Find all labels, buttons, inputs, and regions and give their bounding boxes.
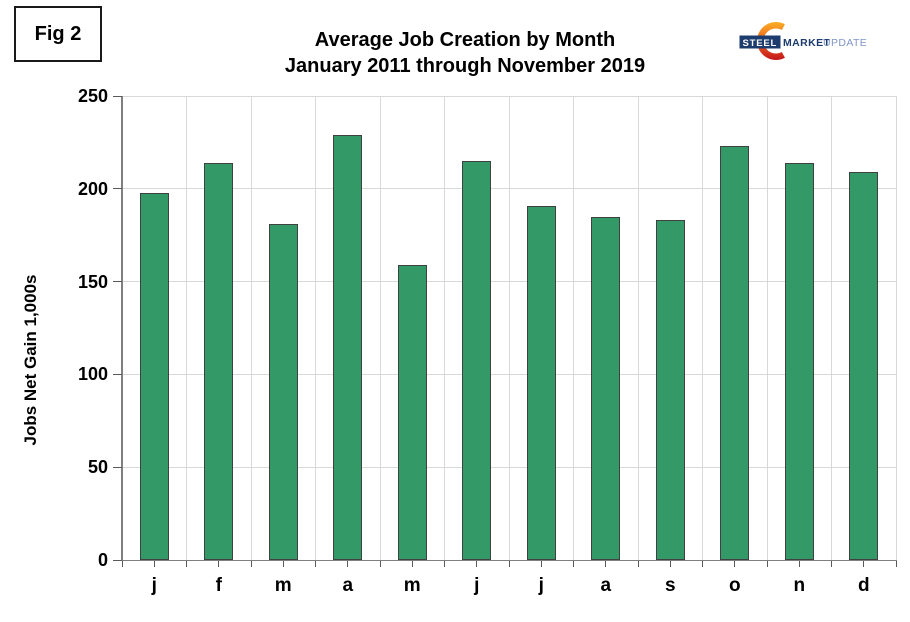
- x-tick-21: [798, 561, 800, 567]
- bar-f-1: [204, 162, 234, 560]
- y-tick-100: [113, 373, 122, 375]
- x-tick-24: [895, 561, 897, 567]
- bar-a-7: [591, 216, 621, 560]
- x-category-label-a-3: a: [342, 575, 354, 596]
- x-category-label-f-1: f: [215, 575, 222, 596]
- y-tick-250: [113, 95, 122, 97]
- y-tick-label-100: 100: [77, 364, 108, 385]
- bar-s-8: [655, 220, 685, 560]
- v-gridline-2: [250, 96, 252, 560]
- v-gridline-8: [637, 96, 639, 560]
- x-tick-10: [444, 561, 445, 567]
- logo-steel-badge: [739, 35, 781, 49]
- x-axis-line: [121, 559, 897, 561]
- x-category-label-j-6: j: [538, 575, 544, 596]
- x-category-label-s-8: s: [664, 575, 676, 596]
- chart-subtitle: January 2011 through November 2019: [284, 55, 646, 77]
- logo-steel-text: STEEL: [743, 38, 778, 49]
- steel-market-update-logo: STEEL MARKET UPDATE: [739, 22, 867, 60]
- v-gridline-1: [186, 96, 187, 560]
- x-tick-20: [766, 561, 768, 567]
- x-tick-5: [282, 561, 284, 567]
- y-tick-200: [113, 188, 122, 190]
- x-category-label-o-9: o: [728, 575, 741, 596]
- x-tick-2: [186, 561, 187, 567]
- y-tick-label-250: 250: [77, 86, 108, 106]
- x-tick-19: [734, 561, 736, 567]
- x-tick-17: [669, 561, 671, 567]
- x-tick-3: [218, 561, 220, 567]
- v-gridline-7: [573, 96, 574, 560]
- x-tick-6: [315, 561, 316, 567]
- y-axis-title: Jobs Net Gain 1,000s: [21, 274, 40, 446]
- y-tick-150: [113, 281, 122, 283]
- x-category-label-m-2: m: [274, 575, 292, 596]
- y-tick-label-0: 0: [97, 550, 108, 570]
- x-tick-8: [379, 561, 381, 567]
- chart-title: Average Job Creation by Month: [314, 29, 616, 51]
- v-gridline-3: [315, 96, 316, 560]
- x-tick-7: [347, 561, 349, 567]
- x-tick-22: [831, 561, 832, 567]
- bar-m-4: [397, 264, 427, 560]
- v-gridline-5: [444, 96, 445, 560]
- y-tick-50: [113, 466, 122, 468]
- x-category-label-a-7: a: [600, 575, 612, 596]
- y-tick-label-50: 50: [87, 457, 108, 478]
- logo-market-text: MARKET: [783, 37, 830, 49]
- y-tick-label-150: 150: [77, 271, 108, 292]
- bar-o-9: [720, 146, 750, 560]
- plot-area: [113, 95, 897, 567]
- figure-number-label: Fig 2: [34, 22, 82, 45]
- x-tick-1: [153, 561, 155, 567]
- x-tick-4: [250, 561, 252, 567]
- y-axis-line: [121, 96, 123, 561]
- chart-title-block: Average Job Creation by Month January 20…: [20, 27, 910, 79]
- logo-update-text: UPDATE: [823, 37, 867, 49]
- x-category-label-n-10: n: [793, 575, 806, 596]
- bar-j-0: [139, 192, 169, 560]
- v-gridline-9: [702, 96, 703, 560]
- bar-j-6: [526, 205, 556, 560]
- steel-crescent-icon: [757, 22, 785, 60]
- bar-m-2: [268, 224, 298, 560]
- x-tick-16: [637, 561, 639, 567]
- y-tick-0: [113, 559, 122, 561]
- v-gridline-11: [831, 96, 832, 560]
- v-gridline-12: [895, 96, 897, 560]
- x-tick-23: [863, 561, 865, 567]
- x-tick-15: [605, 561, 607, 567]
- v-gridline-6: [508, 96, 510, 560]
- x-tick-13: [540, 561, 542, 567]
- x-tick-11: [476, 561, 478, 567]
- bar-a-3: [333, 134, 363, 560]
- bar-j-5: [462, 160, 492, 560]
- x-tick-0: [121, 561, 123, 567]
- y-tick-label-200: 200: [77, 178, 108, 199]
- x-tick-12: [508, 561, 510, 567]
- bar-d-11: [849, 172, 879, 560]
- x-category-label-d-11: d: [857, 575, 870, 596]
- v-gridline-10: [766, 96, 768, 560]
- figure-number-box: Fig 2: [14, 6, 102, 62]
- v-gridline-4: [379, 96, 381, 560]
- x-category-label-j-0: j: [151, 575, 157, 596]
- bar-n-10: [784, 162, 814, 560]
- x-tick-18: [702, 561, 703, 567]
- x-category-label-m-4: m: [403, 575, 421, 596]
- x-category-label-j-5: j: [474, 575, 480, 596]
- x-tick-9: [411, 561, 413, 567]
- x-tick-14: [573, 561, 574, 567]
